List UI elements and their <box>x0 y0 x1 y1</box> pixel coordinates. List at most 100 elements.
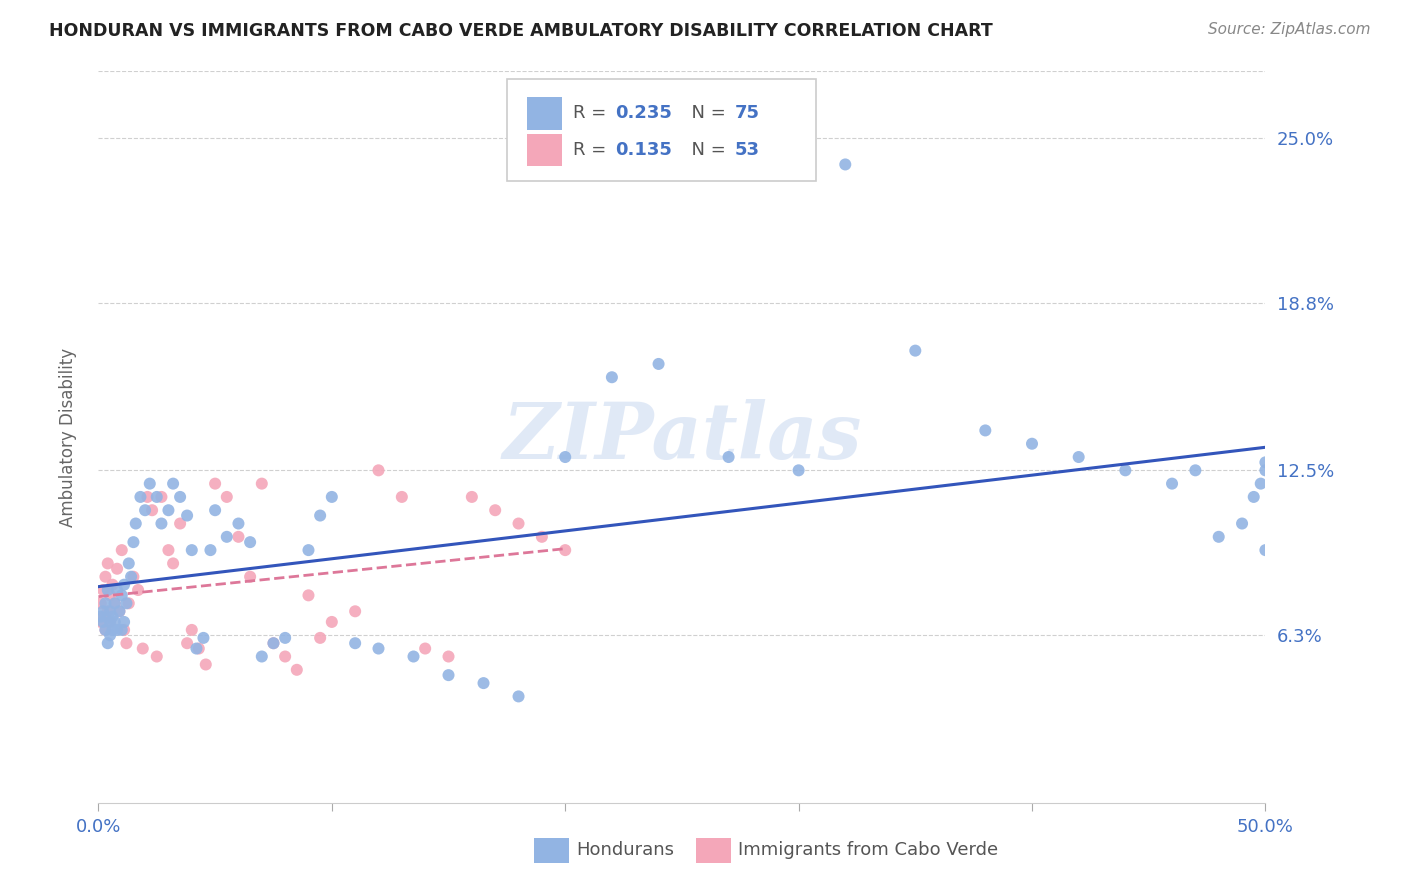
Point <box>98 588 121 602</box>
Point <box>104 615 127 629</box>
Text: ZIPatlas: ZIPatlas <box>502 399 862 475</box>
Point <box>974 424 997 438</box>
Point <box>309 631 332 645</box>
FancyBboxPatch shape <box>508 78 815 181</box>
Point <box>105 582 128 597</box>
Text: N =: N = <box>679 104 731 122</box>
Point <box>367 641 389 656</box>
Text: R =: R = <box>574 141 613 159</box>
Point <box>437 649 460 664</box>
Point <box>122 570 145 584</box>
Point <box>176 508 198 523</box>
Point <box>141 503 163 517</box>
Point <box>125 516 148 531</box>
Point <box>250 649 273 664</box>
Point <box>1184 463 1206 477</box>
Point <box>176 636 198 650</box>
Point <box>150 490 173 504</box>
Point <box>437 668 460 682</box>
Point <box>108 604 131 618</box>
Point <box>274 631 297 645</box>
Point <box>309 508 332 523</box>
Point <box>187 641 209 656</box>
Text: 75: 75 <box>734 104 759 122</box>
Point <box>157 503 180 517</box>
Point <box>1161 476 1184 491</box>
Point <box>146 649 169 664</box>
Point <box>91 609 114 624</box>
Point <box>91 582 114 597</box>
Point <box>239 535 262 549</box>
Point <box>186 641 208 656</box>
Point <box>1208 530 1230 544</box>
Point <box>91 615 114 629</box>
Point <box>132 641 155 656</box>
Point <box>297 543 319 558</box>
Point <box>321 490 343 504</box>
Point <box>274 649 297 664</box>
Point <box>101 623 124 637</box>
Point <box>250 476 273 491</box>
Point <box>1243 490 1265 504</box>
Point <box>321 615 343 629</box>
Point <box>391 490 413 504</box>
Point <box>600 370 623 384</box>
Point <box>136 490 159 504</box>
Point <box>344 636 367 650</box>
Point <box>122 535 145 549</box>
Point <box>94 570 117 584</box>
Point <box>90 596 112 610</box>
Point <box>157 543 180 558</box>
Point <box>105 623 128 637</box>
Point <box>150 516 173 531</box>
Point <box>162 476 184 491</box>
Point <box>112 577 135 591</box>
Point <box>139 476 162 491</box>
Point <box>101 577 124 591</box>
Point <box>146 490 169 504</box>
Point <box>94 623 117 637</box>
Point <box>717 450 740 464</box>
Point <box>204 503 226 517</box>
Text: R =: R = <box>574 104 613 122</box>
Point <box>180 543 202 558</box>
Point <box>169 490 191 504</box>
Point <box>344 604 367 618</box>
Text: N =: N = <box>679 141 731 159</box>
Point <box>508 516 530 531</box>
Point <box>402 649 425 664</box>
Point <box>554 450 576 464</box>
Point <box>204 476 226 491</box>
Bar <box>527 97 562 130</box>
Point <box>1067 450 1090 464</box>
Point <box>105 562 128 576</box>
Y-axis label: Ambulatory Disability: Ambulatory Disability <box>59 348 77 526</box>
Point <box>530 530 553 544</box>
Point <box>1250 476 1272 491</box>
Point <box>1230 516 1253 531</box>
Point <box>90 615 112 629</box>
Point <box>98 604 121 618</box>
Point <box>111 543 134 558</box>
Point <box>91 604 114 618</box>
Point <box>98 628 121 642</box>
Point <box>1114 463 1136 477</box>
Point <box>129 490 152 504</box>
Point <box>484 503 506 517</box>
Point <box>115 596 138 610</box>
Point <box>1254 543 1277 558</box>
Point <box>97 557 120 571</box>
Point <box>112 615 135 629</box>
Point <box>94 596 117 610</box>
Point <box>111 623 134 637</box>
Point <box>111 588 134 602</box>
Point <box>101 609 124 624</box>
Point <box>262 636 284 650</box>
Point <box>134 503 156 517</box>
Text: HONDURAN VS IMMIGRANTS FROM CABO VERDE AMBULATORY DISABILITY CORRELATION CHART: HONDURAN VS IMMIGRANTS FROM CABO VERDE A… <box>49 22 993 40</box>
Text: 0.235: 0.235 <box>616 104 672 122</box>
Point <box>262 636 284 650</box>
Point <box>787 463 810 477</box>
Point <box>228 516 250 531</box>
Point <box>94 623 117 637</box>
